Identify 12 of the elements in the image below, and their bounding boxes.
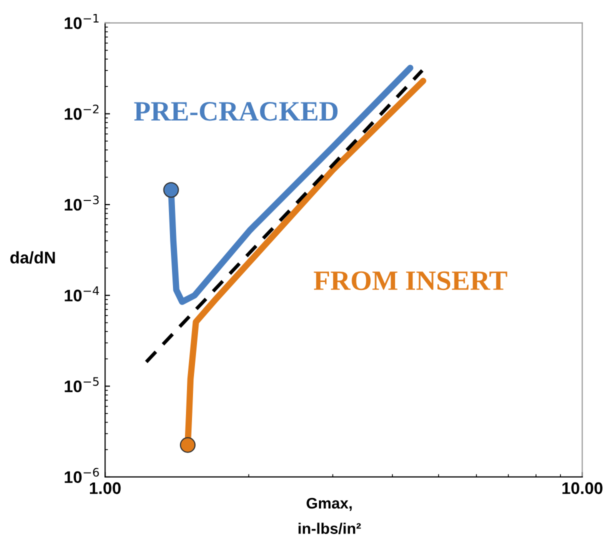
y-tick-label: 10$^{−1}$ bbox=[64, 14, 99, 30]
y-tick-label: 10$^{−2}$ bbox=[64, 104, 98, 120]
x-axis-title: Gmax, in-lbs/in² bbox=[298, 498, 361, 534]
y-tick-label: 10$^{−4}$ bbox=[64, 286, 99, 302]
y-tick-label: 10$^{−6}$ bbox=[64, 468, 99, 484]
y-tick-label: 10$^{−3}$ bbox=[64, 195, 99, 211]
y-axis-title: da/dN bbox=[10, 251, 55, 264]
series-label: PRE-CRACKED bbox=[134, 102, 338, 121]
x-tick-label: 1.00 bbox=[90, 482, 121, 494]
series-label: FROM INSERT bbox=[314, 271, 508, 290]
y-tick-label: 10$^{−5}$ bbox=[64, 377, 99, 392]
x-tick-label: 10.00 bbox=[562, 482, 602, 494]
